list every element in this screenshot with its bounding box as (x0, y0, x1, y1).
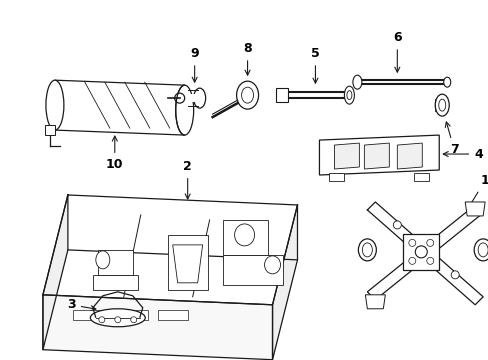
Bar (187, 94, 201, 102)
Bar (45, 125, 55, 135)
Circle shape (115, 317, 121, 323)
Ellipse shape (193, 88, 205, 108)
Polygon shape (464, 202, 484, 216)
Ellipse shape (46, 80, 64, 130)
Polygon shape (397, 143, 422, 169)
Ellipse shape (473, 239, 488, 261)
Ellipse shape (174, 93, 184, 103)
Bar (93, 275, 138, 290)
Text: 1: 1 (467, 174, 488, 210)
Ellipse shape (352, 75, 361, 89)
Ellipse shape (414, 246, 427, 258)
Ellipse shape (96, 251, 110, 269)
Polygon shape (365, 295, 385, 309)
Polygon shape (43, 195, 297, 305)
Bar (98, 250, 133, 275)
Polygon shape (43, 295, 272, 360)
Polygon shape (366, 205, 482, 300)
Bar (275, 88, 287, 102)
Ellipse shape (344, 86, 354, 104)
Polygon shape (43, 195, 68, 350)
Ellipse shape (264, 256, 280, 274)
Bar (118, 310, 147, 320)
Bar (167, 235, 207, 290)
Polygon shape (172, 245, 202, 283)
Bar (403, 234, 438, 270)
Text: 7: 7 (445, 122, 458, 156)
Bar (158, 310, 187, 320)
Circle shape (426, 257, 433, 264)
Text: 9: 9 (190, 47, 199, 82)
Polygon shape (55, 80, 184, 135)
Ellipse shape (434, 94, 448, 116)
Ellipse shape (358, 239, 376, 261)
Polygon shape (364, 143, 388, 169)
Polygon shape (319, 135, 438, 175)
Polygon shape (272, 205, 297, 360)
Ellipse shape (90, 309, 145, 327)
Text: 6: 6 (392, 31, 401, 72)
Ellipse shape (438, 99, 445, 111)
Ellipse shape (346, 91, 351, 100)
Text: 4: 4 (442, 148, 482, 161)
Circle shape (408, 257, 415, 264)
Circle shape (450, 271, 458, 279)
Text: 5: 5 (310, 47, 319, 83)
Circle shape (408, 239, 415, 246)
Bar (413, 173, 428, 181)
Circle shape (99, 317, 104, 323)
Ellipse shape (443, 77, 450, 87)
Polygon shape (366, 202, 482, 305)
Ellipse shape (362, 243, 371, 257)
Ellipse shape (477, 243, 487, 257)
Circle shape (392, 221, 401, 229)
Bar (73, 310, 102, 320)
Ellipse shape (241, 87, 253, 103)
Ellipse shape (175, 85, 193, 135)
Text: 2: 2 (183, 160, 192, 199)
Bar (222, 255, 282, 285)
Ellipse shape (236, 81, 258, 109)
Text: 3: 3 (67, 298, 96, 311)
Circle shape (130, 317, 137, 323)
Bar (222, 220, 267, 255)
Bar (329, 173, 344, 181)
Circle shape (426, 239, 433, 246)
Text: 10: 10 (106, 136, 123, 171)
Polygon shape (334, 143, 359, 169)
Text: 8: 8 (243, 42, 251, 75)
Ellipse shape (234, 224, 254, 246)
